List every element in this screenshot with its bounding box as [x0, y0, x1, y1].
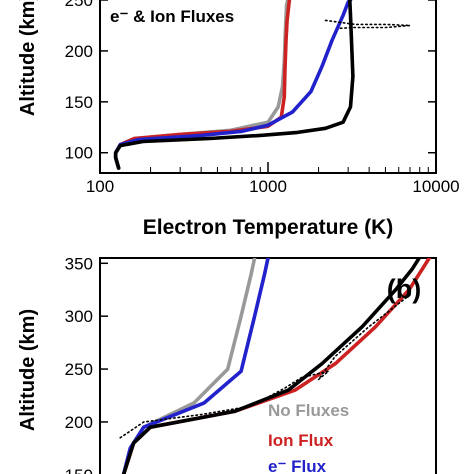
panel-b-legend: No Fluxes Ion Flux e⁻ Flux: [268, 401, 349, 474]
panel-a-xtick-label: 10000: [412, 177, 459, 196]
panel-a-series-line-3: [113, 0, 355, 170]
panel-b-ytick-label: 350: [65, 254, 93, 273]
legend-entry-e-flux: e⁻ Flux: [268, 457, 327, 474]
panel-a: 100 150 200 250 100 1000 10000 e⁻ & Ion Fluxes…: [17, 0, 460, 239]
panel-a-ytick-label: 200: [65, 42, 93, 61]
panel-a-axes: 100 150 200 250 100 1000 10000: [65, 0, 460, 196]
panel-a-ytick-label: 250: [65, 0, 93, 10]
panel-b-series-line-3: [121, 258, 421, 474]
panel-b-series: [119, 258, 432, 474]
panel-a-series: [113, 0, 411, 170]
panel-a-annotation: e⁻ & Ion Fluxes: [110, 7, 234, 26]
panel-a-frame: [99, 0, 437, 174]
panel-a-ytick-label: 150: [65, 93, 93, 112]
panel-a-xtick-label: 100: [86, 177, 114, 196]
panel-b-series-line-4: [119, 292, 414, 439]
panel-b-axes: 150 200 250 300 350: [65, 254, 108, 474]
panel-b-label: (b): [387, 274, 421, 304]
panel-b-ytick-label: 200: [65, 413, 93, 432]
panel-b-ylabel: Altitude (km): [17, 309, 39, 431]
panel-b-series-line-2: [121, 258, 270, 474]
panel-a-xlabel: Electron Temperature (K): [143, 216, 394, 239]
legend-entry-ion-flux: Ion Flux: [268, 431, 334, 450]
panel-a-xtick-label: 1000: [249, 177, 287, 196]
panel-a-ylabel: Altitude (km): [17, 0, 39, 116]
panel-b-ytick-label: 300: [65, 307, 93, 326]
panel-b-ytick-label: 250: [65, 360, 93, 379]
panel-a-ytick-label: 100: [65, 144, 93, 163]
panel-b-ytick-label: 150: [65, 466, 93, 474]
legend-entry-no-fluxes: No Fluxes: [268, 401, 349, 420]
panel-b-series-line-0: [121, 258, 257, 474]
panel-a-series-line-4: [324, 19, 411, 30]
panel-b: 150 200 250 300 350 (b) Altitude (km) No Flu…: [17, 254, 437, 474]
